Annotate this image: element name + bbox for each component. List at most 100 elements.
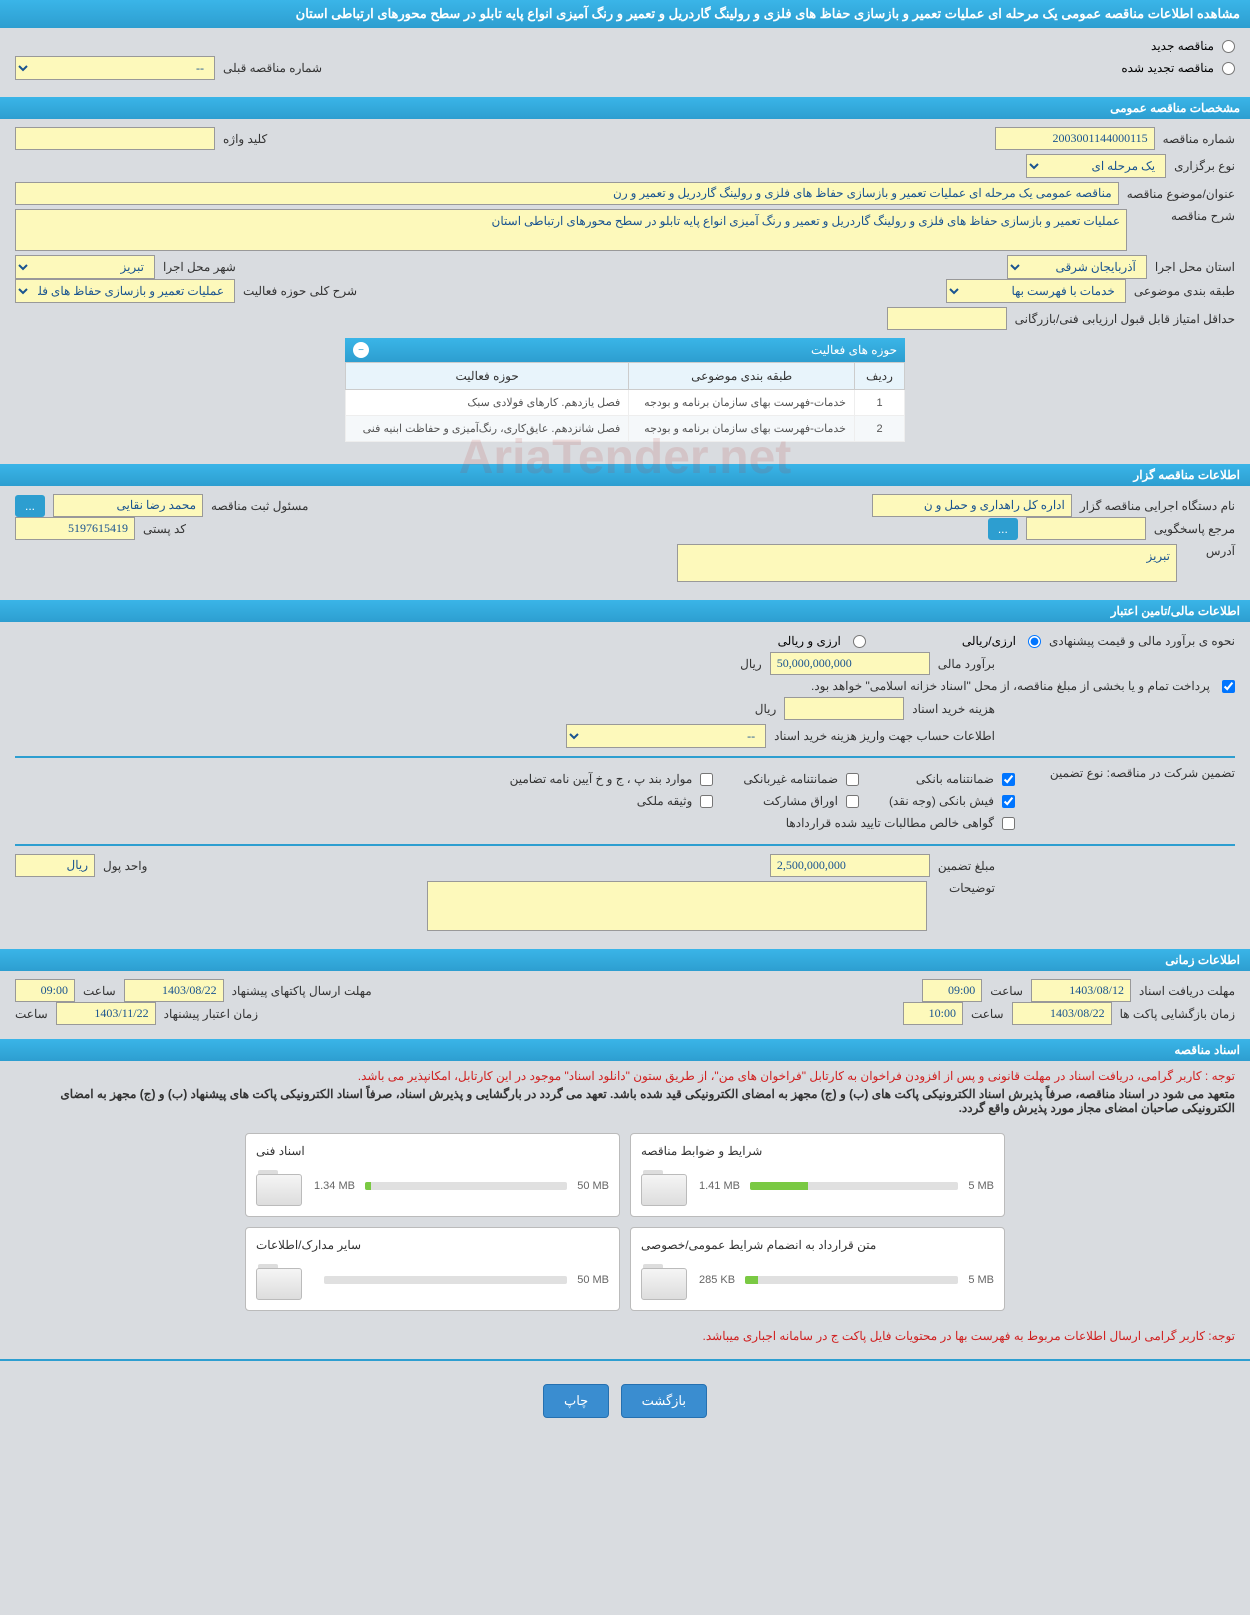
radio-rial2[interactable] [853, 635, 866, 648]
input-estimate[interactable] [770, 652, 930, 675]
label-registrar: مسئول ثبت مناقصه [211, 499, 308, 513]
more-button-2[interactable]: ... [988, 518, 1018, 540]
cb-claims[interactable] [1002, 817, 1015, 830]
label-packet-send: مهلت ارسال پاکتهای پیشنهاد [232, 984, 372, 998]
input-doc-receive-time[interactable] [922, 979, 982, 1002]
page-title: مشاهده اطلاعات مناقصه عمومی یک مرحله ای … [0, 0, 1250, 28]
file-used: 1.41 MB [699, 1180, 740, 1192]
select-prev-number[interactable]: -- [15, 56, 215, 80]
label-cb-receipt: فیش بانکی (وجه نقد) [889, 794, 994, 808]
cb-nonbank[interactable] [846, 773, 859, 786]
input-org[interactable] [872, 494, 1072, 517]
table-row: 2خدمات-فهرست بهای سازمان برنامه و بودجهف… [346, 416, 905, 442]
radio-rial[interactable] [1028, 635, 1041, 648]
input-guarantee-amount[interactable] [770, 854, 930, 877]
label-desc: شرح مناقصه [1135, 209, 1235, 223]
select-category[interactable]: خدمات با فهرست بها [946, 279, 1126, 303]
label-prev-number: شماره مناقصه قبلی [223, 61, 322, 75]
print-button[interactable]: چاپ [543, 1384, 609, 1418]
radio-new-tender[interactable] [1222, 40, 1235, 53]
label-currency-2: ریال [755, 702, 777, 716]
collapse-icon[interactable]: − [353, 342, 369, 358]
cb-bank-guarantee[interactable] [1002, 773, 1015, 786]
file-used: 285 KB [699, 1274, 735, 1286]
radio-renewed-tender[interactable] [1222, 62, 1235, 75]
label-treasury: پرداخت تمام و یا بخشی از مبلغ مناقصه، از… [811, 679, 1210, 693]
input-validity-date[interactable] [56, 1002, 156, 1025]
cb-bond[interactable] [700, 773, 713, 786]
folder-icon [256, 1166, 304, 1206]
select-account[interactable]: -- [566, 724, 766, 748]
col-activity: حوزه فعالیت [346, 363, 629, 390]
textarea-notes[interactable] [427, 881, 927, 931]
label-guarantee-type: تضمین شرکت در مناقصه: نوع تضمین [1035, 766, 1235, 780]
progress-bar [365, 1182, 567, 1190]
label-time-4: ساعت [15, 1007, 48, 1021]
input-min-score[interactable] [887, 307, 1007, 330]
input-unit[interactable] [15, 854, 95, 877]
note-2: متعهد می شود در اسناد مناقصه، صرفاً پذیر… [15, 1087, 1235, 1115]
file-used: 1.34 MB [314, 1180, 355, 1192]
section-tenderer: اطلاعات مناقصه گزار [0, 464, 1250, 486]
file-title: متن قرارداد به انضمام شرایط عمومی/خصوصی [641, 1238, 994, 1252]
label-keyword: کلید واژه [223, 132, 267, 146]
input-packet-send-date[interactable] [124, 979, 224, 1002]
cb-receipt[interactable] [1002, 795, 1015, 808]
file-card[interactable]: اسناد فنی 1.34 MB 50 MB [245, 1133, 620, 1217]
input-doc-cost[interactable] [784, 697, 904, 720]
label-cb-property: وثیقه ملکی [637, 794, 693, 808]
select-city[interactable]: تبریز [15, 255, 155, 279]
label-contact: مرجع پاسخگویی [1154, 522, 1235, 536]
folder-icon [256, 1260, 304, 1300]
label-postal: کد پستی [143, 522, 186, 536]
input-subject[interactable] [15, 182, 1119, 205]
label-cb-claims: گواهی خالص مطالبات تایید شده قراردادها [786, 816, 994, 830]
input-open-date[interactable] [1012, 1002, 1112, 1025]
label-time-3: ساعت [971, 1007, 1004, 1021]
input-tender-number[interactable] [995, 127, 1155, 150]
select-activity-desc[interactable]: عملیات تعمیر و بازسازی حفاظ های فلزی و ر… [15, 279, 235, 303]
input-registrar[interactable] [53, 494, 203, 517]
col-row: ردیف [855, 363, 905, 390]
cb-property[interactable] [700, 795, 713, 808]
label-doc-receive: مهلت دریافت اسناد [1139, 984, 1235, 998]
input-postal[interactable] [15, 517, 135, 540]
label-cb-nonbank: ضمانتنامه غیربانکی [743, 772, 838, 786]
back-button[interactable]: بازگشت [621, 1384, 707, 1418]
cb-participation[interactable] [846, 795, 859, 808]
input-contact[interactable] [1026, 517, 1146, 540]
select-province[interactable]: آذربایجان شرقی [1007, 255, 1147, 279]
label-activity-desc: شرح کلی حوزه فعالیت [243, 284, 357, 298]
note-3: توجه: کاربر گرامی ارسال اطلاعات مربوط به… [15, 1329, 1235, 1343]
more-button-1[interactable]: ... [15, 495, 45, 517]
label-currency-1: ریال [740, 657, 762, 671]
select-type[interactable]: یک مرحله ای [1026, 154, 1166, 178]
label-cb-bank: ضمانتنامه بانکی [916, 772, 994, 786]
activities-table: ردیف طبقه بندی موضوعی حوزه فعالیت 1خدمات… [345, 362, 905, 442]
label-estimate: برآورد مالی [938, 657, 995, 671]
label-address: آدرس [1185, 544, 1235, 558]
label-cb-participation: اوراق مشارکت [763, 794, 838, 808]
label-estimate-method: نحوه ی برآورد مالی و قیمت پیشنهادی [1049, 634, 1235, 648]
file-title: سایر مدارک/اطلاعات [256, 1238, 609, 1252]
label-tender-number: شماره مناقصه [1163, 132, 1235, 146]
label-doc-cost: هزینه خرید اسناد [912, 702, 995, 716]
label-time-1: ساعت [990, 984, 1023, 998]
input-packet-send-time[interactable] [15, 979, 75, 1002]
textarea-desc[interactable]: عملیات تعمیر و بازسازی حفاظ های فلزی و ر… [15, 209, 1127, 251]
file-card[interactable]: شرایط و ضوابط مناقصه 1.41 MB 5 MB [630, 1133, 1005, 1217]
input-open-time[interactable] [903, 1002, 963, 1025]
file-card[interactable]: متن قرارداد به انضمام شرایط عمومی/خصوصی … [630, 1227, 1005, 1311]
input-doc-receive-date[interactable] [1031, 979, 1131, 1002]
input-keyword[interactable] [15, 127, 215, 150]
file-card[interactable]: سایر مدارک/اطلاعات 50 MB [245, 1227, 620, 1311]
label-guarantee-amount: مبلغ تضمین [938, 859, 995, 873]
progress-bar [324, 1276, 567, 1284]
file-total: 5 MB [968, 1180, 994, 1192]
label-category: طبقه بندی موضوعی [1134, 284, 1235, 298]
folder-icon [641, 1260, 689, 1300]
progress-bar [750, 1182, 958, 1190]
section-general: مشخصات مناقصه عمومی [0, 97, 1250, 119]
textarea-address[interactable]: تبریز [677, 544, 1177, 582]
checkbox-treasury[interactable] [1222, 680, 1235, 693]
